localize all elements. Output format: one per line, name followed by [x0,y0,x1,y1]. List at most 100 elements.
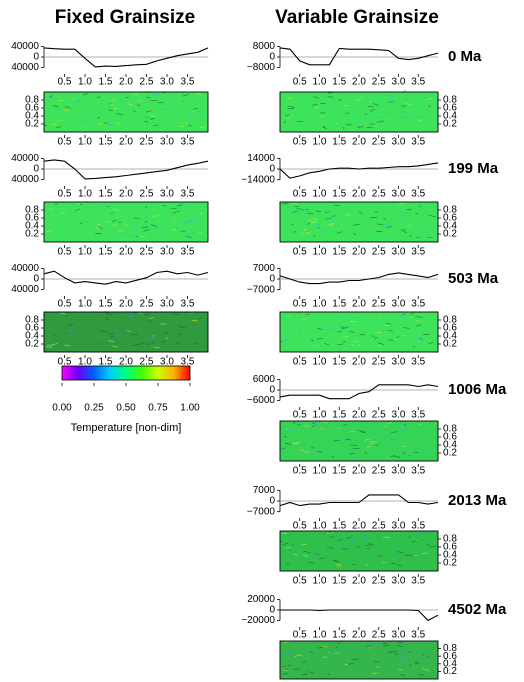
x-tick-label: 0.5 [293,630,307,641]
x-tick-label: 1.5 [332,630,346,641]
x-tick-label: 3.0 [392,357,406,368]
topography-line [44,271,208,284]
x-tick-label: 3.0 [392,247,406,258]
x-tick-label: 3.0 [392,630,406,641]
topography-line [280,610,438,620]
x-tick-label: 1.5 [332,137,346,148]
x-tick-label: 2.0 [352,357,366,368]
y-tick-label: 0 [33,274,39,285]
x-tick-label: 2.5 [140,247,154,258]
x-tick-label: 3.5 [411,357,425,368]
x-tick-label: 3.5 [411,189,425,200]
temperature-field [44,202,208,242]
y-tick-label: 40000 [11,62,39,73]
x-tick-label: 2.0 [352,77,366,88]
column-title: Variable Grainsize [275,7,439,28]
x-tick-label: 1.0 [313,247,327,258]
y-tick-label: 0 [33,52,39,63]
y-tick-label: 40000 [11,41,39,52]
x-tick-label: 3.5 [181,247,195,258]
x-tick-label: 1.5 [332,357,346,368]
x-tick-label: 2.0 [352,576,366,587]
x-tick-label: 2.0 [352,247,366,258]
x-tick-label: 3.5 [411,630,425,641]
x-tick-label: 2.0 [352,299,366,310]
x-tick-label: 3.0 [392,521,406,532]
x-tick-label: 2.0 [352,466,366,477]
x-tick-label: 0.5 [293,299,307,310]
x-tick-label: 1.5 [99,299,113,310]
y-tick-label: 40000 [11,284,39,295]
column-title: Fixed Grainsize [55,7,195,28]
x-tick-label: 0.75 [148,403,168,414]
x-tick-label: 3.5 [411,410,425,421]
y-tick-label: −7000 [247,506,276,517]
temperature-field [44,312,208,352]
y-tick-label: 0 [269,274,275,285]
x-tick-label: 2.5 [372,137,386,148]
x-tick-label: 1.0 [313,521,327,532]
x-tick-label: 3.5 [411,576,425,587]
x-tick-label: 0.5 [58,137,72,148]
x-tick-label: 3.0 [160,189,174,200]
temperature-field [280,202,438,242]
y-tick-label: 0.8 [443,205,457,216]
x-tick-label: 1.0 [313,77,327,88]
y-tick-label: −14000 [241,174,275,185]
x-tick-label: 3.5 [411,137,425,148]
x-tick-label: 3.5 [411,247,425,258]
x-tick-label: 2.5 [372,630,386,641]
x-tick-label: 1.0 [313,576,327,587]
x-tick-label: 2.5 [372,247,386,258]
figure: Fixed Grainsize Variable Grainsize 40000… [0,0,524,682]
x-tick-label: 2.0 [119,189,133,200]
x-tick-label: 1.5 [332,410,346,421]
x-tick-label: 2.0 [119,137,133,148]
x-tick-label: 0.5 [293,357,307,368]
x-tick-label: 0.5 [58,189,72,200]
x-tick-label: 3.0 [160,299,174,310]
x-tick-label: 0.5 [293,521,307,532]
x-tick-label: 1.5 [332,576,346,587]
topography-line [44,48,208,67]
y-tick-label: 0.8 [443,424,457,435]
y-tick-label: 0 [33,164,39,175]
x-tick-label: 1.5 [99,137,113,148]
y-tick-label: −7000 [247,284,276,295]
x-tick-label: 2.5 [372,77,386,88]
x-tick-label: 2.5 [140,137,154,148]
x-tick-label: 3.0 [392,576,406,587]
temperature-field [280,421,438,461]
y-tick-label: 0.8 [25,205,39,216]
x-tick-label: 3.5 [411,521,425,532]
x-tick-label: 1.5 [332,466,346,477]
y-tick-label: 0.8 [25,95,39,106]
x-tick-label: 2.5 [140,77,154,88]
x-tick-label: 1.5 [332,77,346,88]
y-tick-label: −20000 [241,615,275,626]
y-tick-label: 0.8 [443,534,457,545]
x-tick-label: 0.5 [293,137,307,148]
y-tick-label: −6000 [247,395,276,406]
x-tick-label: 2.0 [352,137,366,148]
x-tick-label: 0.00 [52,403,72,414]
x-tick-label: 1.5 [332,189,346,200]
x-tick-label: 3.0 [160,77,174,88]
topography-line [280,495,438,506]
y-tick-label: 40000 [11,263,39,274]
x-tick-label: 3.5 [411,299,425,310]
x-tick-label: 0.5 [293,466,307,477]
x-tick-label: 1.5 [332,521,346,532]
x-tick-label: 3.0 [392,410,406,421]
x-tick-label: 1.5 [99,247,113,258]
y-tick-label: 8000 [253,41,276,52]
x-tick-label: 2.5 [140,299,154,310]
x-tick-label: 0.5 [58,247,72,258]
x-tick-label: 2.0 [119,77,133,88]
temperature-field [280,641,438,679]
field-texture [384,426,387,427]
x-tick-label: 0.5 [293,77,307,88]
y-tick-label: 0.8 [443,315,457,326]
x-tick-label: 2.5 [140,189,154,200]
y-tick-label: 14000 [247,153,275,164]
